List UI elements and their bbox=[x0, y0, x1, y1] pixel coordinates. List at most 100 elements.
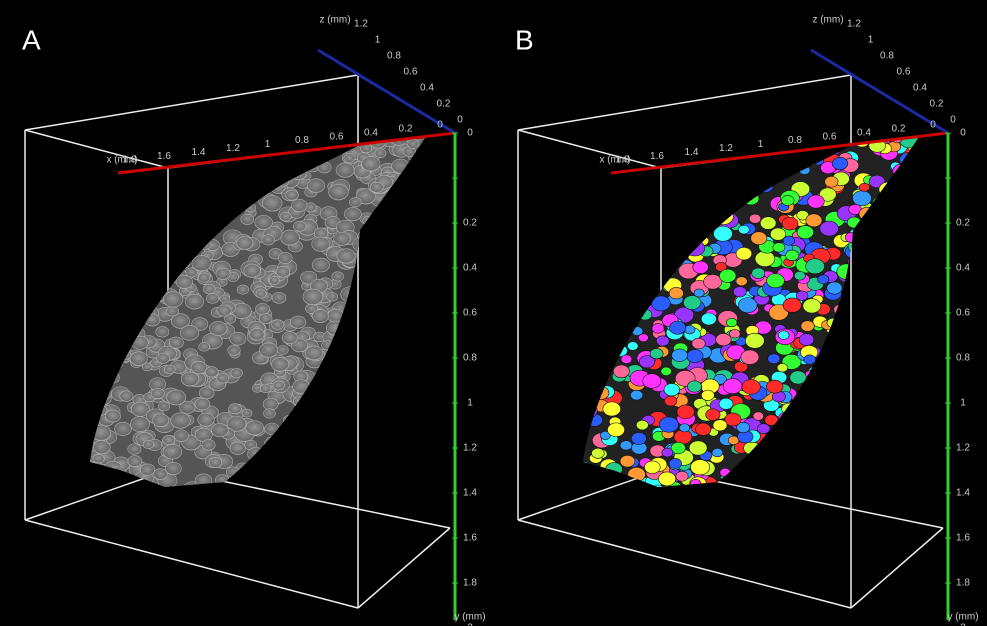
cell bbox=[835, 393, 853, 407]
cell bbox=[372, 234, 390, 249]
cell bbox=[384, 329, 398, 340]
cell bbox=[738, 225, 749, 234]
cell bbox=[799, 334, 814, 346]
cell bbox=[343, 370, 359, 383]
cell bbox=[902, 256, 917, 268]
cell bbox=[312, 310, 328, 323]
box-edge bbox=[25, 130, 168, 168]
cell bbox=[118, 245, 134, 258]
cell bbox=[363, 217, 373, 225]
cell bbox=[230, 442, 246, 455]
cell bbox=[720, 468, 731, 477]
cell bbox=[97, 224, 113, 236]
cell bbox=[638, 237, 651, 248]
cell bbox=[94, 338, 111, 352]
cell bbox=[896, 414, 913, 427]
cell bbox=[633, 293, 646, 303]
cell bbox=[571, 393, 587, 406]
cell bbox=[601, 272, 618, 285]
cell bbox=[390, 288, 407, 302]
cell bbox=[374, 457, 390, 470]
cell bbox=[838, 399, 856, 414]
cell bbox=[659, 215, 677, 229]
cell bbox=[339, 346, 358, 361]
cell bbox=[887, 406, 899, 415]
cell bbox=[273, 381, 284, 390]
cell bbox=[860, 424, 873, 434]
cell bbox=[399, 364, 417, 379]
z-tick-label: 0.2 bbox=[930, 99, 944, 110]
cell bbox=[727, 125, 746, 140]
x-tick-label: 0.2 bbox=[399, 124, 413, 135]
cell bbox=[868, 473, 882, 484]
cell bbox=[393, 391, 410, 404]
cell bbox=[121, 244, 138, 258]
cell bbox=[85, 330, 95, 338]
cell bbox=[910, 178, 928, 192]
cell bbox=[912, 391, 931, 406]
cell bbox=[573, 388, 583, 396]
cell bbox=[401, 238, 416, 250]
cell bbox=[417, 341, 433, 354]
cell bbox=[723, 379, 742, 394]
cell bbox=[171, 413, 190, 429]
cell bbox=[786, 250, 799, 261]
cell bbox=[748, 157, 764, 170]
cell bbox=[826, 417, 845, 432]
cell bbox=[887, 303, 900, 313]
cell bbox=[783, 236, 795, 245]
cell bbox=[672, 257, 683, 266]
cell bbox=[791, 474, 803, 483]
cell bbox=[186, 166, 197, 175]
cell bbox=[407, 404, 421, 415]
cell bbox=[310, 390, 320, 398]
box-edge bbox=[25, 520, 358, 608]
cell bbox=[391, 293, 404, 303]
cell bbox=[346, 335, 359, 345]
cell bbox=[892, 405, 904, 415]
panel-label: A bbox=[22, 24, 41, 55]
cell bbox=[876, 335, 891, 347]
cell bbox=[757, 444, 775, 458]
cell bbox=[578, 481, 592, 492]
cell bbox=[829, 383, 840, 392]
cell bbox=[737, 142, 749, 152]
cell bbox=[779, 481, 798, 496]
cell bbox=[769, 446, 780, 455]
cell bbox=[862, 310, 877, 322]
cell bbox=[133, 307, 145, 316]
cell bbox=[180, 237, 200, 253]
cell bbox=[313, 372, 329, 385]
cell bbox=[418, 199, 431, 209]
cell bbox=[293, 380, 310, 394]
cell bbox=[277, 346, 288, 355]
cell bbox=[587, 337, 605, 351]
cell bbox=[93, 440, 110, 454]
cell bbox=[313, 124, 331, 139]
cell bbox=[409, 450, 425, 462]
cell bbox=[79, 268, 93, 279]
cell bbox=[701, 134, 717, 147]
cell bbox=[915, 321, 928, 332]
cell bbox=[849, 324, 868, 339]
cell bbox=[115, 260, 128, 270]
cell bbox=[141, 258, 156, 270]
y-tick-label: 1.8 bbox=[956, 578, 970, 589]
cell bbox=[753, 412, 764, 421]
cell bbox=[81, 471, 98, 484]
cell bbox=[877, 462, 890, 473]
cell bbox=[240, 126, 251, 135]
cell bbox=[145, 314, 160, 326]
cell bbox=[321, 385, 332, 393]
cell bbox=[639, 127, 657, 141]
cell bbox=[855, 389, 869, 400]
cell bbox=[195, 187, 213, 201]
cell bbox=[351, 319, 370, 334]
cell bbox=[619, 287, 636, 301]
x-tick-label: 0 bbox=[930, 120, 936, 131]
cell bbox=[630, 189, 641, 198]
cell bbox=[307, 163, 319, 172]
cell bbox=[592, 448, 605, 458]
cell bbox=[176, 229, 195, 244]
cell bbox=[142, 139, 154, 149]
